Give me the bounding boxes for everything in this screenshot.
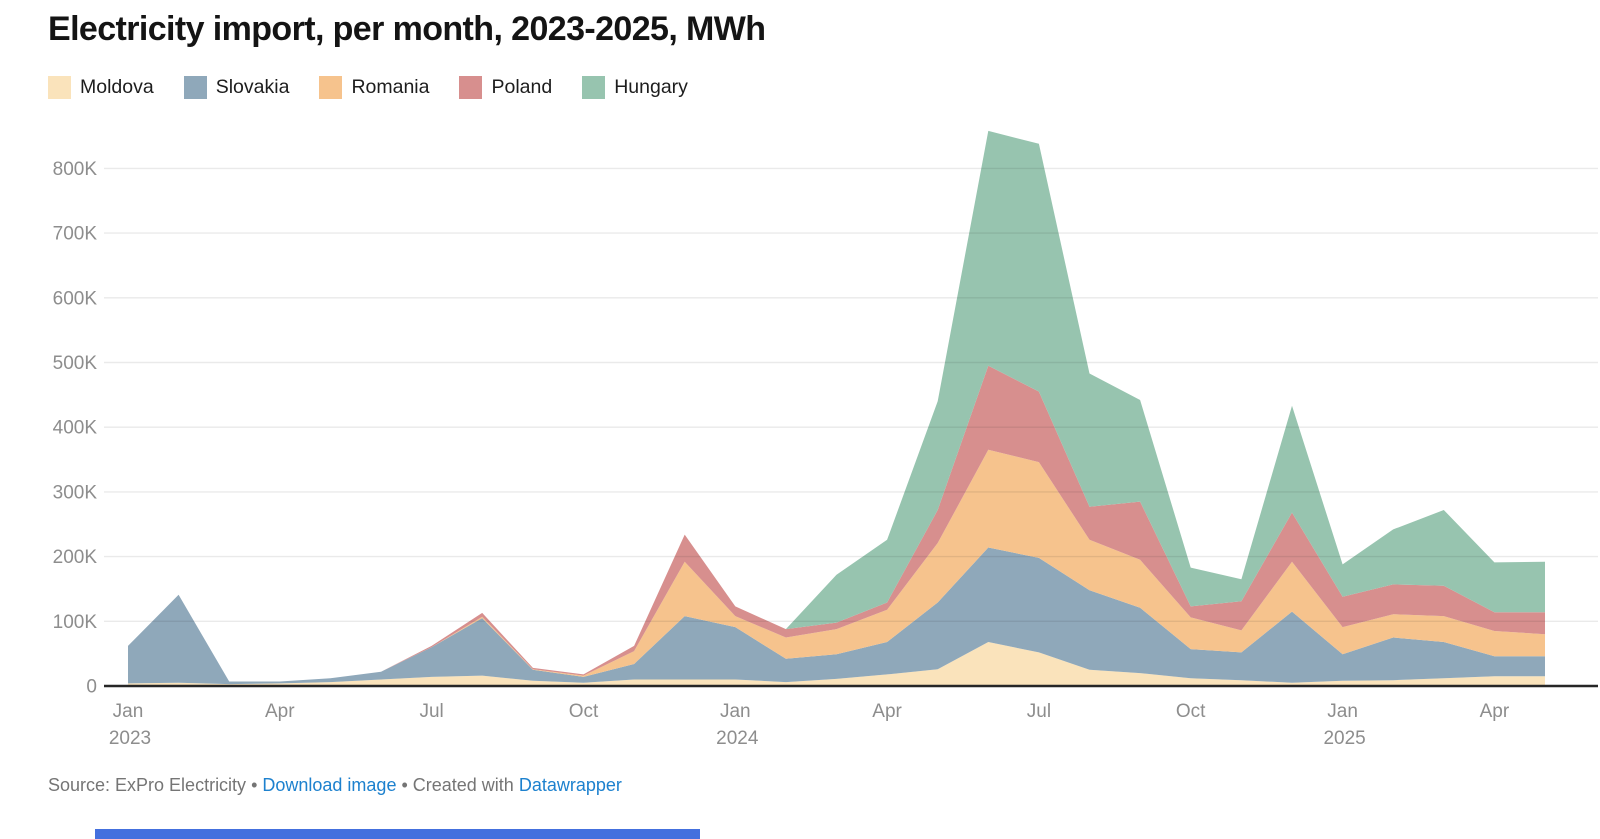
x-tick-year-2023: 2023 <box>109 728 151 749</box>
x-tick-oct: Oct <box>1176 701 1206 722</box>
legend-item-poland: Poland <box>459 76 552 99</box>
legend-label: Hungary <box>614 76 688 98</box>
footer-separator-1: • <box>246 775 263 795</box>
datawrapper-link[interactable]: Datawrapper <box>518 775 622 795</box>
legend-item-romania: Romania <box>319 76 429 99</box>
y-tick-800K: 800K <box>53 159 98 180</box>
legend-item-moldova: Moldova <box>48 76 154 99</box>
chart-legend: Moldova Slovakia Romania Poland Hungary <box>48 76 688 99</box>
legend-label: Poland <box>491 76 553 98</box>
y-tick-700K: 700K <box>53 224 98 245</box>
download-image-link[interactable]: Download image <box>262 775 397 795</box>
legend-swatch-poland <box>459 76 483 99</box>
chart-title: Electricity import, per month, 2023-2025… <box>48 10 766 48</box>
x-tick-jan-2025: Jan <box>1327 701 1358 722</box>
legend-swatch-romania <box>319 76 343 99</box>
y-tick-600K: 600K <box>53 288 98 309</box>
legend-label: Moldova <box>80 76 154 98</box>
bottom-selection-bar <box>95 829 700 839</box>
footer-separator-2: • <box>396 775 413 795</box>
area-romania <box>128 449 1545 682</box>
chart-footer: Source: ExPro Electricity • Download ima… <box>48 775 622 796</box>
x-tick-jul: Jul <box>419 701 443 722</box>
stacked-area-chart: 0 100K 200K 300K 400K 500K 600K 700K 800K Jan 2023… <box>53 130 1598 749</box>
x-tick-jul: Jul <box>1027 701 1051 722</box>
x-tick-jan-2024: Jan <box>720 701 751 722</box>
x-tick-apr: Apr <box>265 701 295 722</box>
source-label: Source: ExPro Electricity <box>48 775 247 795</box>
legend-swatch-hungary <box>582 76 606 99</box>
y-tick-0: 0 <box>86 677 97 698</box>
x-tick-year-2024: 2024 <box>716 728 759 749</box>
x-tick-apr: Apr <box>872 701 902 722</box>
legend-label: Romania <box>351 76 430 98</box>
legend-swatch-slovakia <box>183 76 207 99</box>
y-tick-300K: 300K <box>53 482 98 503</box>
legend-item-slovakia: Slovakia <box>183 76 290 99</box>
created-with-label: Created with <box>412 775 519 795</box>
x-tick-year-2025: 2025 <box>1323 728 1365 749</box>
y-tick-100K: 100K <box>53 612 98 633</box>
y-tick-500K: 500K <box>53 353 98 374</box>
x-tick-apr: Apr <box>1480 701 1510 722</box>
area-moldova <box>128 642 1545 686</box>
x-tick-jan-2023: Jan <box>113 701 144 722</box>
legend-item-hungary: Hungary <box>582 76 688 99</box>
x-tick-oct: Oct <box>569 701 599 722</box>
area-slovakia <box>128 547 1545 685</box>
legend-label: Slovakia <box>215 76 290 98</box>
y-tick-200K: 200K <box>53 547 98 568</box>
legend-swatch-moldova <box>48 76 71 99</box>
y-tick-400K: 400K <box>53 418 98 439</box>
